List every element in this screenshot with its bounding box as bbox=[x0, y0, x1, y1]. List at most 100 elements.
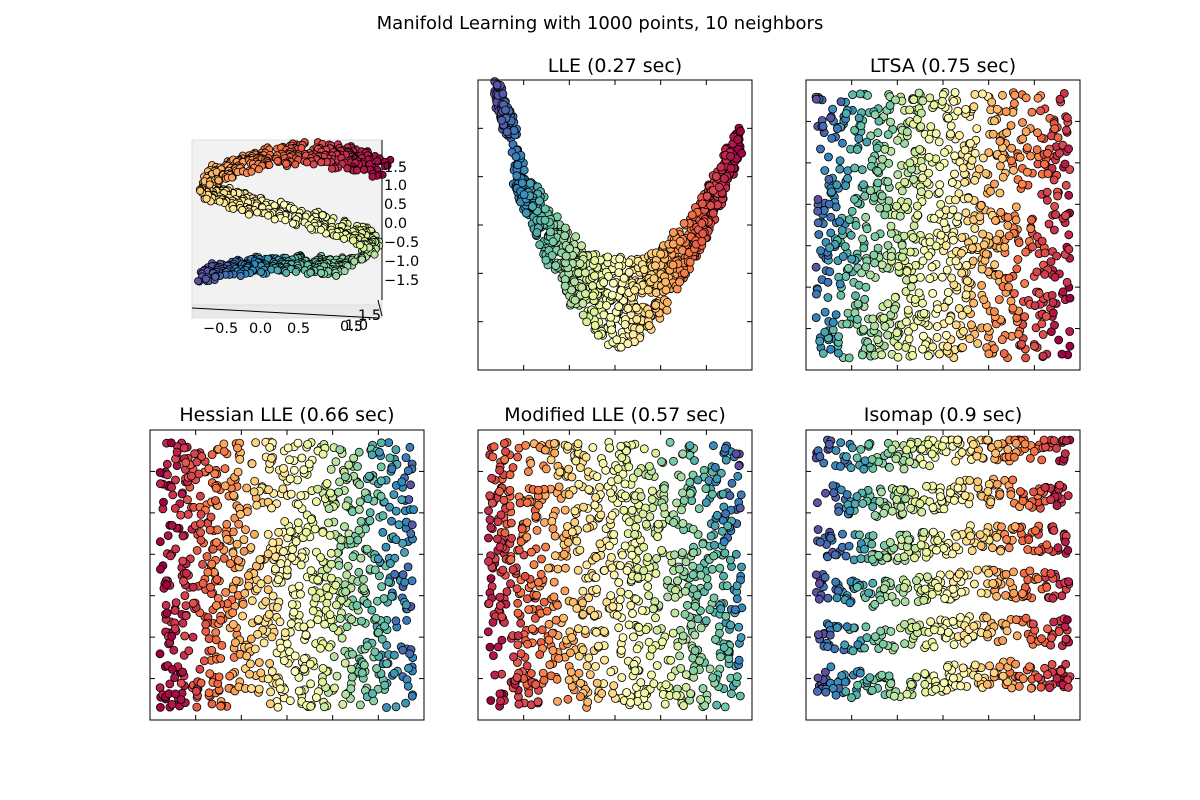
data-point bbox=[918, 163, 928, 173]
data-point bbox=[1007, 156, 1016, 166]
data-point bbox=[263, 674, 273, 684]
data-point bbox=[599, 278, 609, 287]
data-point bbox=[344, 460, 354, 470]
data-point bbox=[998, 90, 1007, 100]
data-point bbox=[811, 313, 821, 323]
data-point bbox=[176, 678, 186, 688]
data-point bbox=[908, 233, 918, 243]
data-point bbox=[1033, 128, 1042, 138]
data-point bbox=[856, 121, 866, 131]
data-point bbox=[180, 591, 190, 600]
data-point bbox=[890, 292, 900, 302]
data-point bbox=[609, 681, 619, 690]
data-point bbox=[406, 480, 416, 490]
data-point bbox=[647, 644, 657, 654]
data-point bbox=[179, 576, 188, 586]
data-point bbox=[689, 548, 698, 558]
data-point bbox=[708, 564, 717, 574]
data-point bbox=[233, 467, 243, 477]
data-point bbox=[1021, 247, 1031, 257]
data-point bbox=[362, 641, 372, 651]
data-point bbox=[633, 468, 643, 477]
x-axis-3d bbox=[191, 307, 379, 319]
data-point bbox=[155, 468, 165, 477]
data-point bbox=[359, 165, 368, 174]
data-point bbox=[484, 599, 494, 608]
data-point bbox=[513, 631, 523, 640]
data-point bbox=[835, 217, 844, 227]
data-point bbox=[1030, 341, 1039, 351]
data-point bbox=[979, 295, 989, 305]
data-point bbox=[688, 524, 698, 534]
data-point bbox=[623, 339, 633, 349]
data-point bbox=[599, 627, 609, 636]
data-point bbox=[207, 645, 217, 655]
data-point bbox=[1017, 179, 1027, 189]
data-point bbox=[669, 456, 678, 466]
data-point bbox=[1003, 220, 1013, 230]
data-point bbox=[382, 659, 392, 668]
data-point bbox=[554, 654, 564, 663]
data-point bbox=[574, 668, 584, 678]
data-point bbox=[534, 485, 543, 495]
data-point bbox=[918, 256, 928, 266]
data-point bbox=[579, 502, 588, 512]
data-point bbox=[354, 567, 364, 577]
data-point bbox=[356, 241, 365, 250]
data-point bbox=[188, 582, 198, 592]
data-point bbox=[978, 89, 987, 99]
data-point bbox=[941, 241, 951, 251]
data-point bbox=[677, 505, 686, 515]
data-point bbox=[317, 158, 326, 167]
data-point bbox=[935, 349, 944, 359]
data-point bbox=[656, 249, 666, 259]
data-point bbox=[706, 201, 716, 210]
tick-z-10: 1.0 bbox=[384, 178, 407, 194]
data-point bbox=[847, 254, 857, 264]
data-point bbox=[566, 667, 576, 677]
data-point bbox=[715, 563, 725, 573]
data-point bbox=[485, 491, 495, 501]
data-point bbox=[917, 187, 926, 197]
data-point bbox=[652, 661, 662, 670]
data-point bbox=[192, 702, 202, 712]
data-point bbox=[170, 606, 180, 615]
data-point bbox=[618, 550, 627, 560]
data-point bbox=[609, 570, 619, 580]
data-point bbox=[834, 332, 843, 342]
data-point bbox=[886, 229, 896, 238]
data-point bbox=[710, 540, 719, 550]
data-point bbox=[820, 327, 830, 337]
data-point bbox=[391, 702, 401, 712]
data-point bbox=[737, 562, 746, 572]
data-point bbox=[877, 350, 887, 360]
data-point bbox=[553, 564, 563, 574]
data-point bbox=[614, 302, 624, 312]
data-point bbox=[880, 322, 890, 331]
data-point bbox=[960, 145, 970, 155]
data-point bbox=[580, 268, 590, 278]
data-point bbox=[823, 293, 833, 302]
data-point bbox=[984, 349, 994, 359]
data-point bbox=[661, 277, 670, 287]
data-point bbox=[628, 330, 638, 340]
data-point bbox=[1043, 148, 1052, 158]
data-point bbox=[294, 581, 304, 591]
data-point bbox=[502, 587, 512, 596]
data-point bbox=[935, 180, 945, 190]
data-point bbox=[550, 531, 560, 541]
data-point bbox=[341, 501, 351, 511]
data-point bbox=[955, 130, 964, 140]
data-point bbox=[293, 438, 303, 448]
data-point bbox=[505, 485, 515, 495]
data-point bbox=[339, 234, 348, 243]
data-point bbox=[163, 470, 172, 480]
data-point bbox=[641, 625, 651, 634]
data-point bbox=[357, 255, 366, 264]
data-point bbox=[614, 623, 624, 633]
data-point bbox=[1010, 289, 1019, 298]
data-point bbox=[362, 599, 372, 608]
data-point bbox=[811, 262, 821, 272]
data-point bbox=[407, 576, 417, 586]
data-point bbox=[523, 639, 532, 649]
